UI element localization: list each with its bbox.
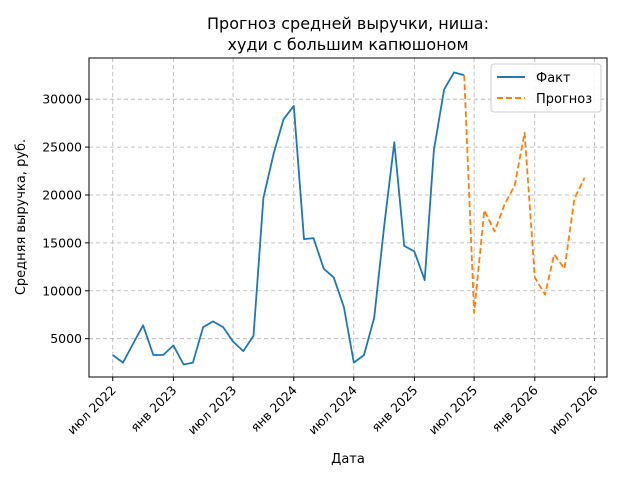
plot-frame	[88, 57, 608, 378]
chart-title-line-1: Прогноз средней выручки, ниша:	[207, 14, 489, 33]
y-tick-label: 5000	[50, 331, 82, 346]
y-tick-label: 10000	[42, 283, 82, 298]
y-axis-label: Средняя выручка, руб.	[14, 139, 29, 295]
legend-label-forecast: Прогноз	[536, 92, 592, 107]
series-layer	[112, 71, 586, 366]
grid	[89, 58, 607, 377]
y-tick-label: 25000	[42, 140, 82, 155]
y-tick-label: 15000	[42, 235, 82, 250]
y-tick-label: 20000	[42, 187, 82, 202]
x-axis-label: Дата	[331, 452, 365, 467]
legend: Факт Прогноз	[490, 63, 602, 113]
y-tick-label: 30000	[42, 92, 82, 107]
series-line-fact	[112, 71, 465, 366]
chart-title-line-2: худи с большим капюшоном	[227, 35, 468, 54]
legend-label-fact: Факт	[536, 71, 571, 86]
series-line-forecast	[463, 75, 586, 314]
